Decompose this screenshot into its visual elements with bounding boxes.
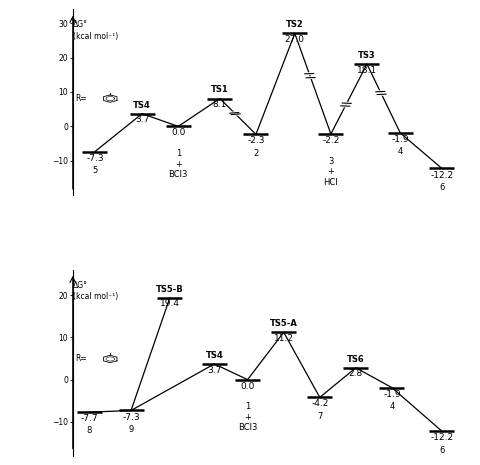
Text: 27.0: 27.0 [285, 35, 305, 44]
Text: 2.8: 2.8 [349, 369, 363, 379]
Text: TS5-B: TS5-B [156, 285, 184, 293]
Text: R=: R= [75, 94, 87, 103]
Text: TS4: TS4 [133, 100, 151, 110]
Text: 11.2: 11.2 [274, 334, 294, 343]
Text: -7.3: -7.3 [122, 412, 140, 422]
Text: TS1: TS1 [211, 86, 229, 94]
Text: 6: 6 [439, 445, 444, 454]
Text: 1
+
BCl3: 1 + BCl3 [168, 149, 188, 179]
Text: 6: 6 [439, 183, 444, 192]
Text: 0.0: 0.0 [171, 128, 185, 138]
Text: -4.2: -4.2 [311, 399, 328, 408]
Text: -1.9: -1.9 [392, 135, 409, 144]
Text: 5: 5 [92, 166, 97, 175]
Text: -2.3: -2.3 [247, 136, 264, 146]
Text: TS5-A: TS5-A [270, 319, 298, 328]
Text: 7: 7 [317, 412, 323, 421]
Text: -12.2: -12.2 [431, 171, 454, 179]
Text: -2.2: -2.2 [322, 136, 339, 145]
Text: ΔG°
(kcal mol⁻¹): ΔG° (kcal mol⁻¹) [73, 20, 119, 40]
Text: 9: 9 [129, 425, 133, 434]
Text: 18.1: 18.1 [357, 66, 377, 74]
Text: 8.1: 8.1 [213, 100, 227, 109]
Text: 2: 2 [253, 149, 259, 158]
Text: 0.0: 0.0 [240, 382, 255, 391]
Text: 19.4: 19.4 [160, 299, 180, 308]
Text: 1
+
BCl3: 1 + BCl3 [238, 402, 257, 432]
Text: ΔG°
(kcal mol⁻¹): ΔG° (kcal mol⁻¹) [73, 281, 119, 301]
Text: -7.7: -7.7 [81, 414, 98, 423]
Text: TS2: TS2 [286, 20, 304, 29]
Text: R=: R= [75, 354, 87, 364]
Text: 4: 4 [389, 402, 395, 411]
Text: 4: 4 [397, 147, 403, 156]
Text: 3.7: 3.7 [207, 365, 221, 374]
Text: -12.2: -12.2 [431, 433, 454, 442]
Text: TS3: TS3 [358, 51, 376, 60]
Text: -7.3: -7.3 [86, 153, 104, 163]
Text: -1.9: -1.9 [383, 390, 401, 399]
Text: 3.7: 3.7 [135, 115, 149, 124]
Text: TS4: TS4 [205, 351, 223, 360]
Text: 8: 8 [87, 426, 92, 436]
Text: TS6: TS6 [347, 355, 365, 364]
Text: 3
+
HCl: 3 + HCl [324, 157, 338, 186]
